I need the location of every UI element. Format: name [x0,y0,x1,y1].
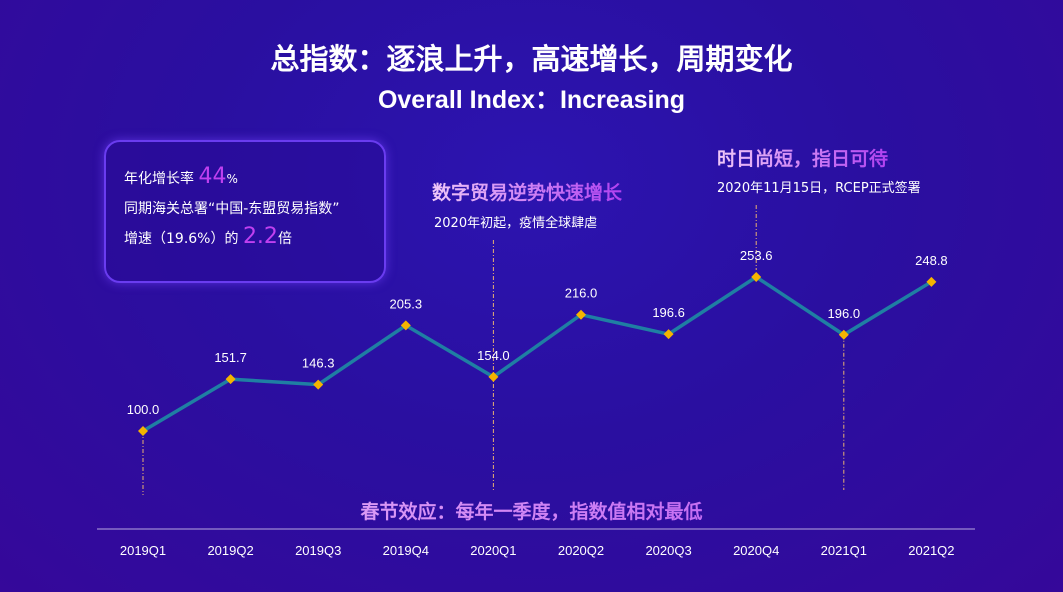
data-label-2019Q3: 146.3 [302,356,335,371]
data-point-2020Q2 [576,309,586,320]
data-label-2021Q1: 196.0 [828,306,861,321]
data-label-2020Q3: 196.6 [652,305,685,320]
data-point-2020Q3 [663,329,674,340]
data-label-2019Q4: 205.3 [390,296,423,311]
series-line [142,274,933,433]
x-tick-label-2020Q2: 2020Q2 [558,543,604,558]
data-label-2020Q4: 253.6 [740,248,773,263]
x-tick-label-2019Q4: 2019Q4 [383,543,429,558]
x-tick-label-2021Q2: 2021Q2 [908,543,954,558]
rcep-annotation-subtitle: 2020年11月15日，RCEP正式签署 [717,181,921,196]
spring-festival-annotation: 春节效应：每年一季度，指数值相对最低 [0,497,1063,524]
multiple-line: 增速（19.6%）的 2.2倍 [124,224,292,249]
data-point-2020Q4 [751,272,762,283]
multiple-unit: 倍 [277,231,292,247]
multiple-value: 2.2 [242,224,278,249]
x-tick-label-2020Q3: 2020Q3 [645,543,691,558]
rcep-annotation-title: 时日尚短，指日可待 [717,144,888,171]
x-tick-label-2020Q4: 2020Q4 [733,543,779,558]
annual-growth-unit: % [226,172,238,186]
covid-annotation-subtitle: 2020年初起，疫情全球肆虐 [434,216,598,231]
data-point-2019Q1 [138,426,148,436]
x-tick-label-2019Q1: 2019Q1 [120,543,166,558]
covid-annotation-title: 数字贸易逆势快速增长 [432,178,622,205]
data-label-2020Q2: 216.0 [565,286,598,301]
x-tick-label-2021Q1: 2021Q1 [821,543,867,558]
annual-growth-value: 44 [198,164,227,189]
data-label-2019Q1: 100.0 [127,402,160,417]
data-point-2021Q1 [838,329,849,340]
multiple-label: 增速（19.6%）的 [124,231,239,247]
page-subtitle: Overall Index：Increasing [377,86,686,114]
info-box: 年化增长率 44% 同期海关总署“中国-东盟贸易指数” 增速（19.6%）的 2… [104,140,386,283]
comparison-line: 同期海关总署“中国-东盟贸易指数” [124,201,340,217]
data-label-2021Q2: 248.8 [915,253,948,268]
page-title: 总指数：逐浪上升，高速增长，周期变化 [270,42,793,76]
data-label-2019Q2: 151.7 [214,350,247,365]
data-point-2019Q3 [313,379,324,390]
data-point-2020Q1 [488,371,499,382]
annual-growth-line: 年化增长率 44% [124,164,238,189]
x-tick-label-2020Q1: 2020Q1 [470,543,516,558]
x-tick-label-2019Q3: 2019Q3 [295,543,341,558]
annual-growth-label: 年化增长率 [124,171,194,187]
data-point-2019Q4 [400,320,411,331]
data-point-2019Q2 [225,374,236,385]
x-tick-label-2019Q2: 2019Q2 [207,543,253,558]
data-label-2020Q1: 154.0 [477,348,510,363]
data-point-2021Q2 [926,276,937,287]
